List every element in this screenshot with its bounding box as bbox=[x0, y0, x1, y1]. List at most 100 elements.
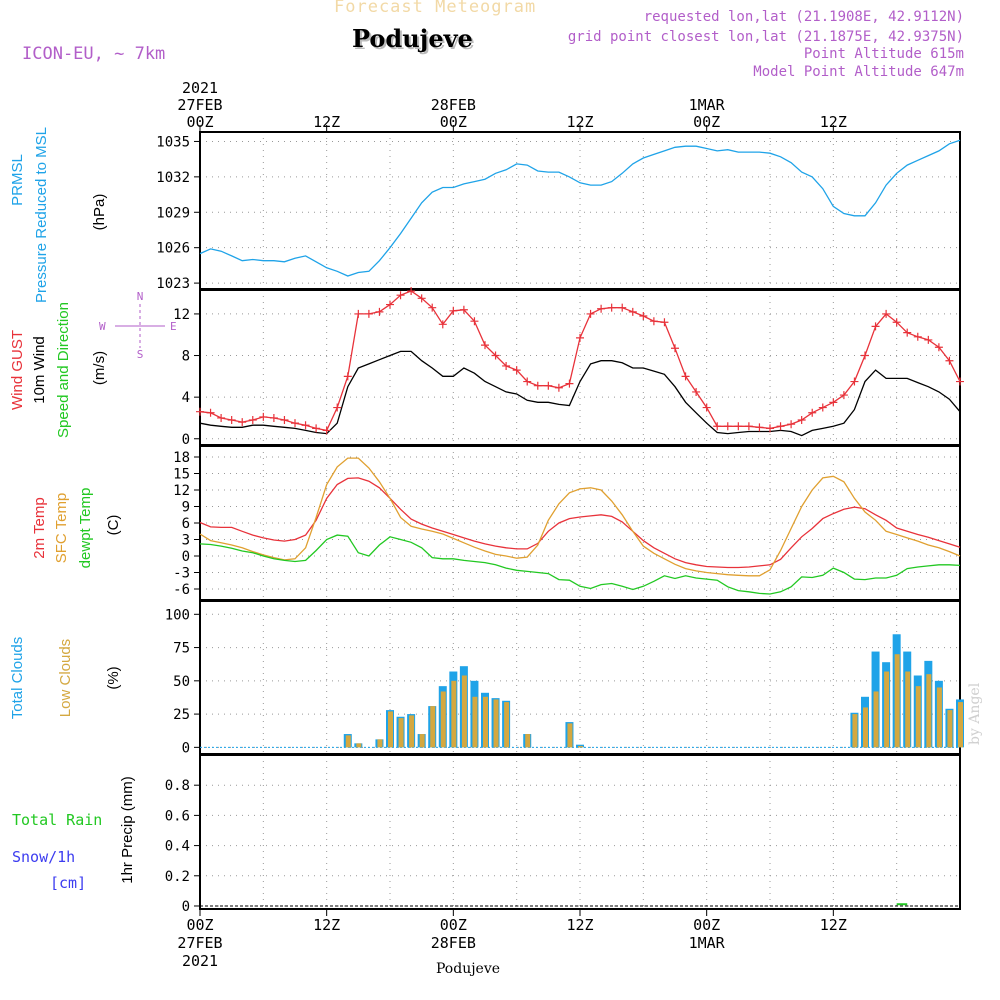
gust-marker bbox=[945, 356, 954, 365]
gust-marker bbox=[839, 391, 848, 400]
pressure-axis-label: PRMSL bbox=[9, 154, 26, 206]
low-cloud-bar bbox=[419, 734, 425, 748]
gust-marker bbox=[280, 416, 289, 425]
credit-text: by Angel bbox=[967, 682, 983, 745]
gust-marker bbox=[660, 318, 669, 327]
gust-marker bbox=[956, 377, 964, 386]
gust-marker bbox=[618, 303, 627, 312]
gust-marker bbox=[597, 304, 606, 313]
gust-marker bbox=[438, 320, 447, 329]
low-cloud-bar bbox=[567, 723, 573, 748]
time-label-top: 2021 bbox=[182, 79, 218, 97]
time-label-top: 00Z bbox=[693, 113, 720, 131]
time-label-top: 27FEB bbox=[177, 96, 222, 114]
gust-marker bbox=[396, 291, 405, 300]
y-tick-label: 0 bbox=[182, 549, 190, 565]
time-label-bottom: 00Z bbox=[186, 916, 213, 934]
gust-marker bbox=[892, 318, 901, 327]
gust-marker bbox=[343, 372, 352, 381]
panel-frame-wind bbox=[199, 289, 961, 446]
gust-marker bbox=[554, 383, 563, 392]
gust-marker bbox=[301, 421, 310, 430]
gust-marker bbox=[364, 309, 373, 318]
y-tick-label: 25 bbox=[173, 707, 190, 723]
y-tick-label: 12 bbox=[173, 307, 190, 323]
low-cloud-bar bbox=[430, 706, 436, 748]
time-label-bottom: 27FEB bbox=[177, 934, 222, 952]
gust-marker bbox=[269, 413, 278, 422]
time-label-top: 00Z bbox=[186, 113, 213, 131]
low-cloud-bar bbox=[493, 699, 499, 748]
gust-marker bbox=[766, 424, 774, 433]
temp-2m-label: 2m Temp bbox=[31, 497, 48, 558]
gust-marker bbox=[291, 419, 299, 428]
gust-marker bbox=[259, 412, 268, 421]
gust-marker bbox=[871, 322, 880, 331]
low-cloud-bar bbox=[398, 718, 404, 748]
prmsl-line bbox=[199, 139, 961, 277]
gust-marker bbox=[375, 307, 384, 316]
y-tick-label: 75 bbox=[173, 641, 190, 657]
low-cloud-bar bbox=[345, 735, 351, 748]
wind-label: 10m Wind bbox=[31, 336, 48, 404]
time-label-bottom: 2021 bbox=[182, 952, 218, 970]
gust-marker bbox=[744, 422, 753, 431]
y-tick-label: 0.4 bbox=[165, 839, 190, 855]
gust-marker bbox=[903, 328, 912, 337]
y-tick-label: 12 bbox=[173, 483, 190, 499]
compass-west: W bbox=[99, 320, 106, 333]
snow-unit: [cm] bbox=[50, 874, 86, 892]
panel-frame-precip bbox=[199, 754, 961, 910]
time-label-bottom: 00Z bbox=[440, 916, 467, 934]
gust-marker bbox=[470, 317, 479, 326]
low-cloud-bar bbox=[863, 707, 868, 748]
y-tick-label: 1026 bbox=[156, 241, 190, 257]
gust-marker bbox=[882, 309, 891, 318]
clouds-unit: (%) bbox=[105, 666, 122, 689]
temp-2m-line bbox=[199, 477, 961, 569]
temp-dewpt-line bbox=[199, 534, 961, 595]
gust-marker bbox=[217, 413, 226, 422]
wind-gust-label: Wind GUST bbox=[9, 330, 26, 410]
temp-unit: (C) bbox=[105, 515, 122, 536]
wind-direction-label: Speed and Direction bbox=[55, 302, 72, 438]
gust-marker bbox=[776, 422, 785, 431]
gust-marker bbox=[797, 416, 806, 425]
gust-marker bbox=[354, 309, 363, 318]
y-tick-label: -3 bbox=[173, 566, 190, 582]
y-tick-label: 0.6 bbox=[165, 808, 190, 824]
time-label-top: 12Z bbox=[566, 113, 593, 131]
gust-marker bbox=[206, 408, 215, 417]
low-cloud-bar bbox=[905, 671, 911, 748]
precip-axis-label: 1hr Precip (mm) bbox=[119, 776, 136, 884]
gust-marker bbox=[238, 418, 247, 427]
time-label-top: 12Z bbox=[313, 113, 340, 131]
gust-marker bbox=[523, 377, 532, 386]
low-cloud-bar bbox=[915, 686, 921, 748]
low-cloud-bar bbox=[472, 696, 478, 748]
gust-marker bbox=[861, 351, 869, 360]
y-tick-label: 100 bbox=[165, 607, 190, 623]
time-label-bottom: 12Z bbox=[820, 916, 847, 934]
y-tick-label: 9 bbox=[182, 500, 190, 516]
low-cloud-bar bbox=[958, 702, 963, 748]
total-clouds-label: Total Clouds bbox=[9, 637, 26, 720]
model-label: ICON-EU, ~ 7km bbox=[22, 44, 166, 64]
low-cloud-bar bbox=[451, 680, 457, 748]
y-tick-label: 15 bbox=[173, 467, 190, 483]
gust-marker bbox=[417, 294, 426, 303]
time-label-top: 1MAR bbox=[689, 96, 726, 114]
time-label-bottom: 12Z bbox=[566, 916, 593, 934]
low-cloud-bar bbox=[356, 743, 362, 748]
gust-marker bbox=[196, 407, 204, 416]
low-cloud-bar bbox=[525, 734, 531, 748]
rain-legend: Total Rain bbox=[12, 811, 102, 829]
station-name: Podujeve bbox=[352, 24, 473, 53]
low-cloud-bar bbox=[936, 687, 942, 748]
low-cloud-bar bbox=[440, 691, 446, 748]
low-cloud-bar bbox=[926, 674, 932, 748]
gust-marker bbox=[512, 366, 521, 375]
compass-east: E bbox=[170, 320, 177, 333]
gust-marker bbox=[787, 420, 796, 429]
